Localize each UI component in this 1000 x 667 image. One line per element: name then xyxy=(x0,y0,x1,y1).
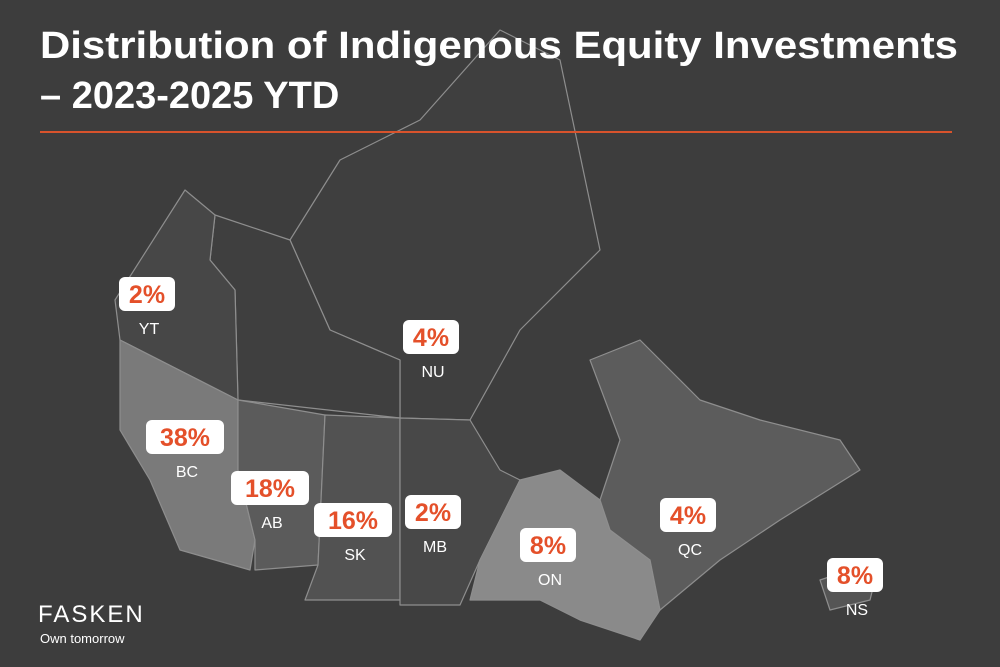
region-code: MB xyxy=(423,539,447,556)
brand-tagline: Own tomorrow xyxy=(40,631,125,646)
value-pill xyxy=(314,503,392,537)
region-code: NU xyxy=(421,364,444,381)
value-label: 18% xyxy=(245,475,295,503)
value-label: 4% xyxy=(670,502,706,530)
qc-region xyxy=(589,339,861,611)
value-pill xyxy=(405,495,461,529)
region-code: SK xyxy=(344,547,366,564)
region-labels: 2% YT 4% NU 38% BC 18% AB 16% SK 2% MB 8% ON 4% QC 8% NS xyxy=(119,277,883,619)
region-code: ON xyxy=(538,572,562,589)
value-pill xyxy=(403,320,459,354)
brand-name: FASKEN xyxy=(38,601,145,628)
value-pill xyxy=(827,558,883,592)
value-pill xyxy=(660,498,716,532)
value-label: 2% xyxy=(415,499,451,527)
region-code: YT xyxy=(139,321,160,338)
value-label: 16% xyxy=(328,507,378,535)
value-label: 8% xyxy=(837,562,873,590)
region-code: NS xyxy=(846,602,868,619)
region-code: AB xyxy=(261,515,282,532)
value-label: 4% xyxy=(413,324,449,352)
region-code: BC xyxy=(176,464,198,481)
value-pill xyxy=(119,277,175,311)
value-label: 38% xyxy=(160,424,210,452)
title-line: Distribution of Indigenous Equity Invest… xyxy=(40,25,958,67)
value-pill xyxy=(231,471,309,505)
value-label: 8% xyxy=(530,532,566,560)
region-code: QC xyxy=(678,542,702,559)
value-label: 2% xyxy=(129,281,165,309)
value-pill xyxy=(520,528,576,562)
title-line: – 2023-2025 YTD xyxy=(40,75,339,117)
value-pill xyxy=(146,420,224,454)
